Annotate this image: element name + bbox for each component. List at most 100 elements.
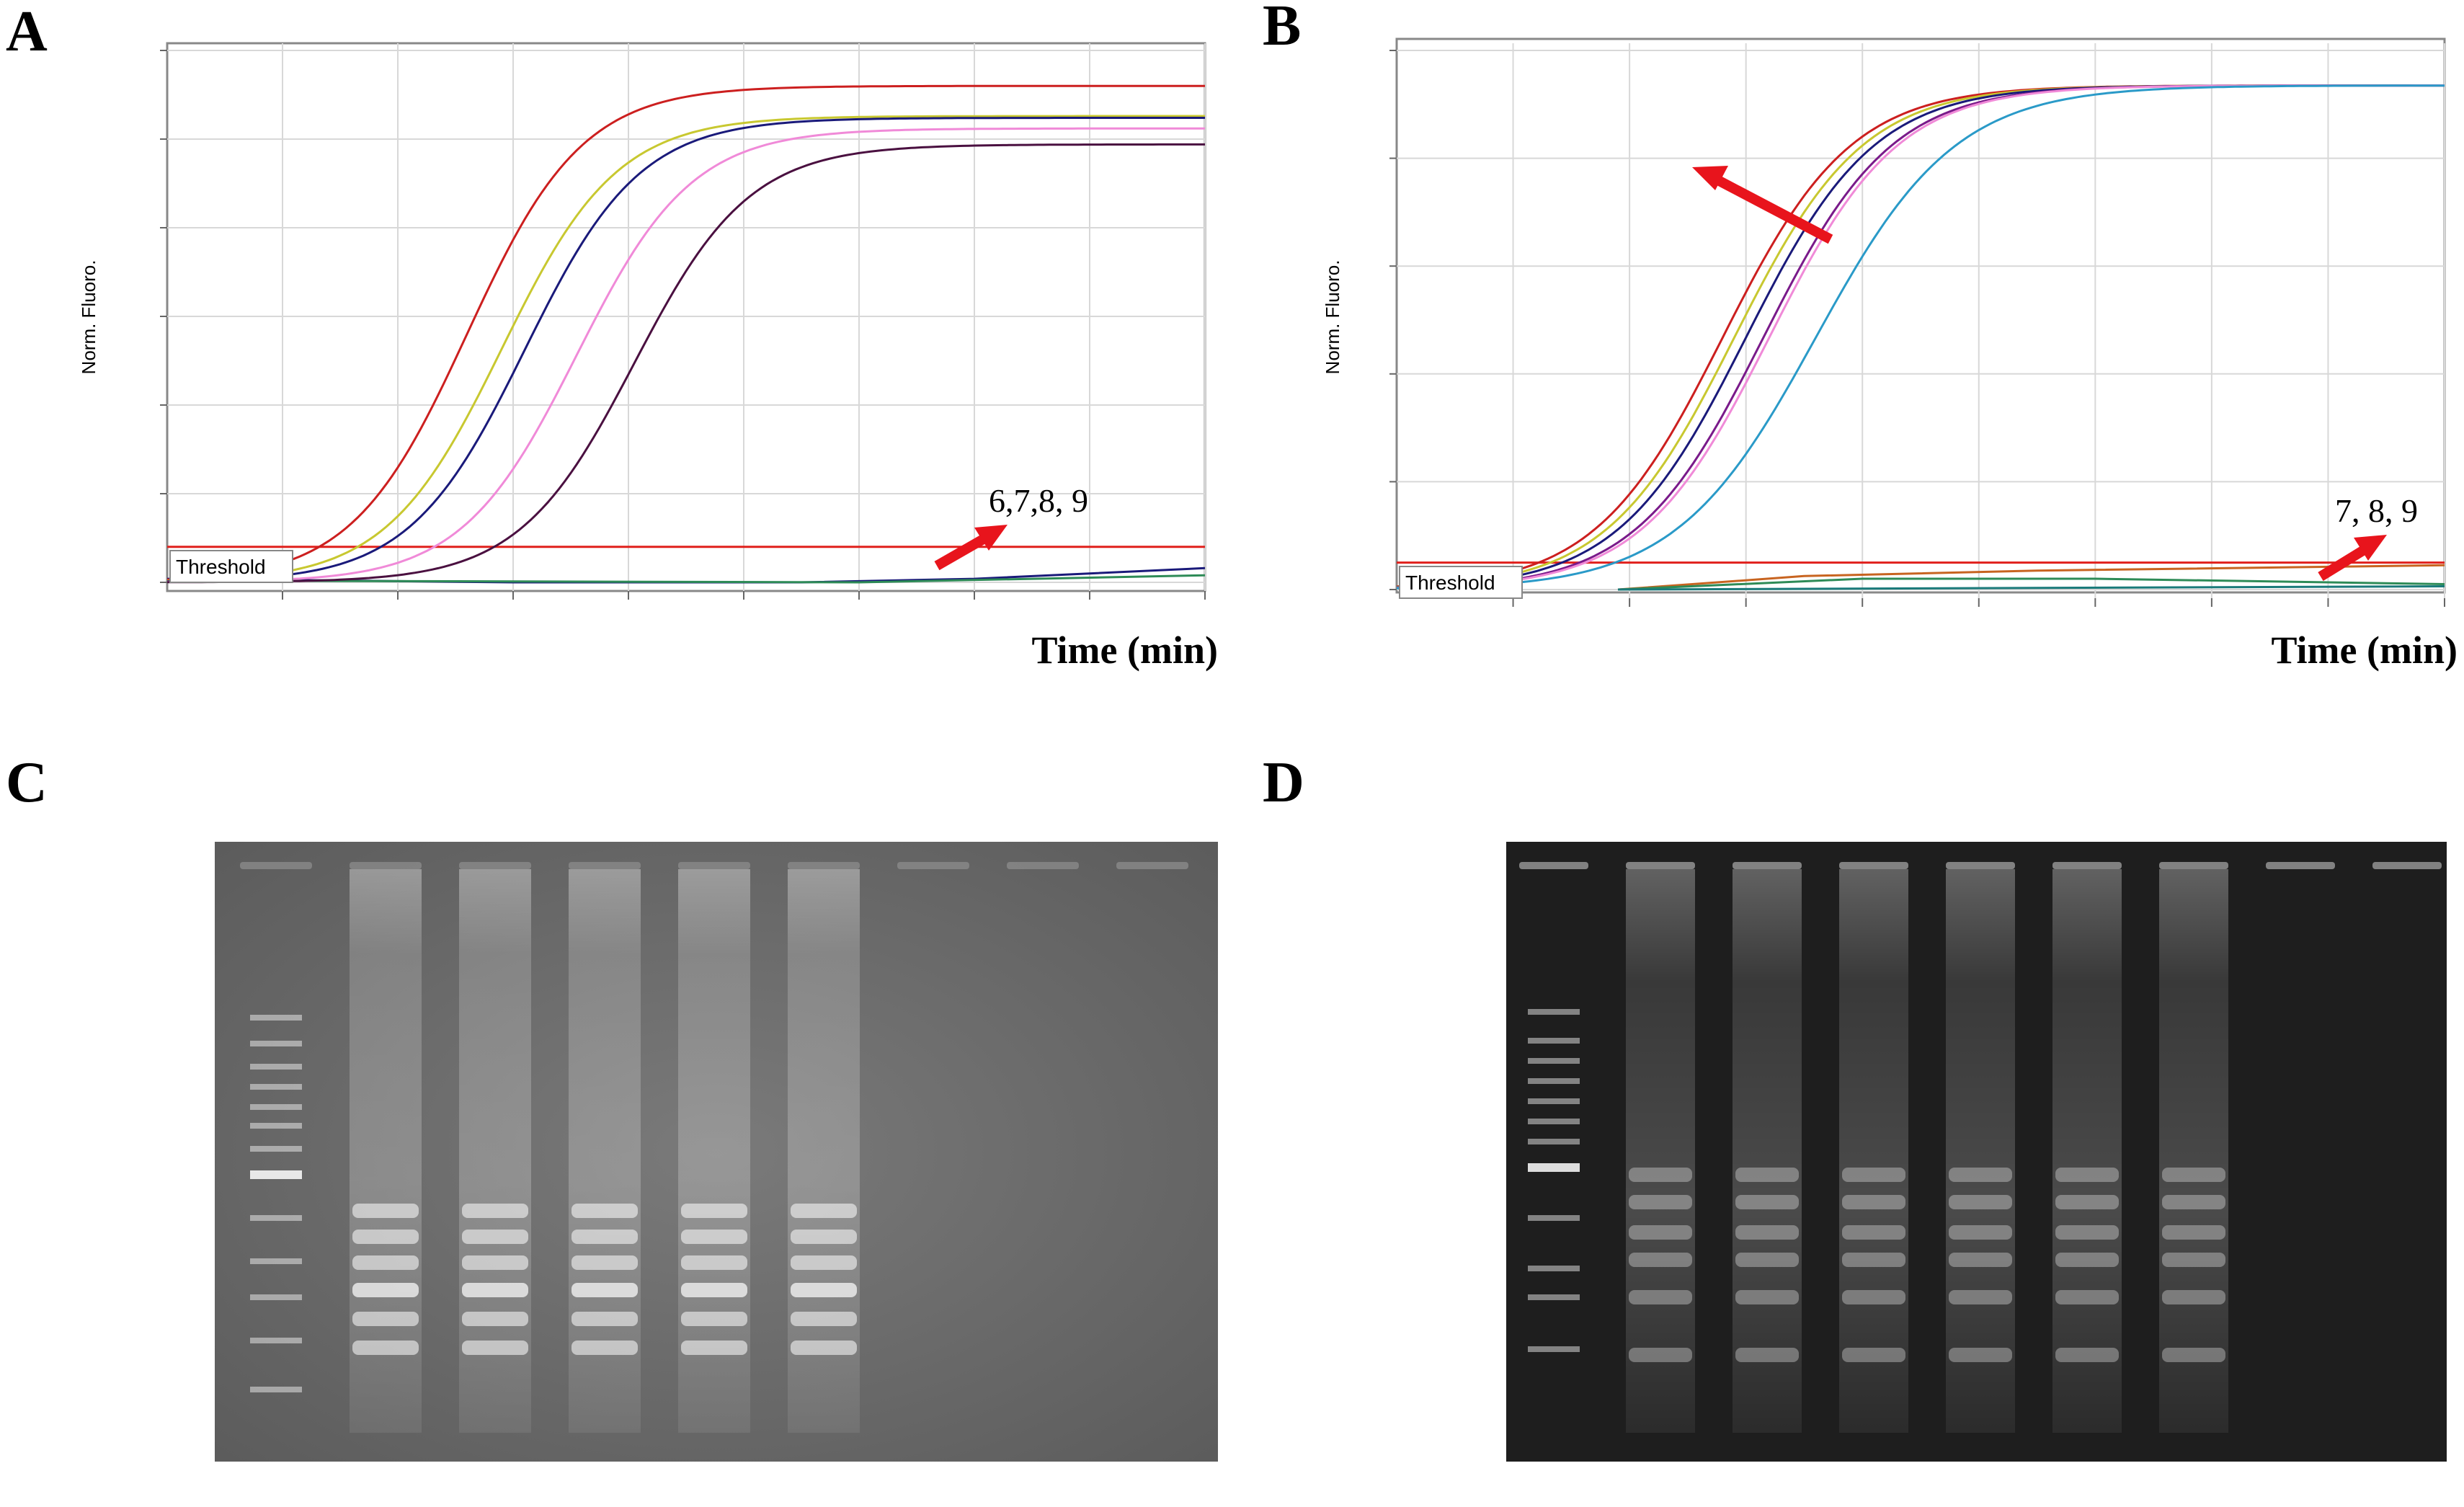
gel-well [1839,862,1908,869]
gel-amplicon-band [352,1341,419,1355]
gel-amplicon-band [2055,1290,2119,1304]
gel-well [1116,862,1188,869]
panel-a-ylabel: Norm. Fluoro. [78,260,99,375]
panel-b-arrow-4-5 [1692,166,1833,244]
panel-b-arrow-7-9 [2318,535,2387,581]
gel-amplicon-band [1735,1290,1799,1304]
panel-a-chart: A Norm. Fluoro. Time (min) Threshold 6,7… [6,0,1218,672]
gel-amplicon-band [1949,1168,2012,1182]
gel-amplicon-band [1842,1348,1905,1362]
gel-lane-smear [1946,869,2015,1433]
gel-well [1946,862,2015,869]
gel-amplicon-band [1949,1253,2012,1267]
baseline-series-6-9b [166,574,1206,584]
gel-amplicon-band [462,1341,528,1355]
gel-ladder-band [1528,1119,1580,1124]
panel-b-letter: B [1263,0,1301,58]
gel-amplicon-band [352,1204,419,1218]
panel-a-annotation: 6,7,8, 9 [989,482,1088,519]
gel-amplicon-band [571,1230,638,1244]
panel-b-plot-frame [1395,37,2446,594]
gel-well [897,862,969,869]
gel-ladder-band [1528,1215,1580,1221]
gel-ladder-band [1528,1098,1580,1104]
panel-a-threshold-box [169,550,293,583]
panel-b-threshold-box [1399,566,1523,599]
gel-amplicon-band [1949,1290,2012,1304]
gel-amplicon-band [1949,1225,2012,1240]
gel-amplicon-band [571,1204,638,1218]
gel-amplicon-band [2162,1225,2225,1240]
gel-amplicon-band [681,1204,747,1218]
panel-a-threshold-label: Threshold [176,556,266,578]
gel-well [1007,862,1079,869]
gel-amplicon-band [352,1283,419,1297]
gel-lane-smear [788,869,860,1433]
series-6-line [1396,84,2445,590]
panel-a-arrow [934,525,1008,571]
gel-ladder-band [250,1084,302,1090]
gel-well [350,862,422,869]
gel-ladder-band [1528,1058,1580,1064]
gel-amplicon-band [791,1312,857,1326]
gel-amplicon-band [462,1283,528,1297]
gel-amplicon-band [2162,1253,2225,1267]
gel-amplicon-band [1629,1168,1692,1182]
panel-b-ylabel: Norm. Fluoro. [1322,260,1343,375]
gel-amplicon-band [1949,1348,2012,1362]
gel-well [2159,862,2228,869]
baseline-series-7 [1617,564,2445,591]
gel-lane-smear [678,869,750,1433]
gel-lane-smear [1626,869,1695,1433]
gel-amplicon-band [2055,1348,2119,1362]
gel-lane-smear [2159,869,2228,1433]
panel-c-gel: C [6,751,1218,1462]
gel-ladder-band [250,1104,302,1110]
gel-ladder-band [250,1338,302,1343]
gel-amplicon-band [1735,1195,1799,1209]
gel-lane-smear [1839,869,1908,1433]
series-5-line [167,143,1205,584]
gel-ladder-band [250,1258,302,1264]
panel-c-letter: C [6,751,48,814]
series-1-line [166,84,1205,581]
gel-amplicon-band [2162,1290,2225,1304]
gel-lane-smear [350,869,422,1433]
gel-well [569,862,641,869]
gel-amplicon-band [352,1230,419,1244]
gel-lane-smear [459,869,531,1433]
gel-amplicon-band [681,1255,747,1270]
gel-amplicon-band [462,1312,528,1326]
panel-a-xlabel: Time (min) [1032,628,1218,672]
baseline-series-9 [1617,585,2445,591]
baseline-series-8 [1617,577,2445,591]
gel-well [2372,862,2442,869]
series-4-line [166,127,1205,583]
gel-amplicon-band [1735,1168,1799,1182]
gel-amplicon-band [791,1230,857,1244]
gel-lane-smear [1733,869,1802,1433]
series-3-line [166,117,1205,583]
gel-well [788,862,860,869]
panel-b-xlabel: Time (min) [2272,628,2458,672]
gel-ladder-band [1528,1294,1580,1300]
gel-well [459,862,531,869]
gel-amplicon-band [1949,1195,2012,1209]
gel-well [2266,862,2335,869]
gel-well [240,862,312,869]
gel-amplicon-band [1842,1225,1905,1240]
gel-amplicon-band [571,1312,638,1326]
gel-amplicon-band [462,1204,528,1218]
gel-amplicon-band [462,1230,528,1244]
gel-well [1733,862,1802,869]
gel-amplicon-band [1735,1225,1799,1240]
gel-amplicon-band [1842,1168,1905,1182]
gel-lane-smear [2052,869,2122,1433]
gel-ladder-band [250,1064,302,1070]
gel-ladder-band [250,1294,302,1300]
panel-d-gel: D [1263,751,2447,1462]
gel-amplicon-band [791,1255,857,1270]
gel-amplicon-band [571,1283,638,1297]
gel-well [1626,862,1695,869]
gel-amplicon-band [571,1341,638,1355]
